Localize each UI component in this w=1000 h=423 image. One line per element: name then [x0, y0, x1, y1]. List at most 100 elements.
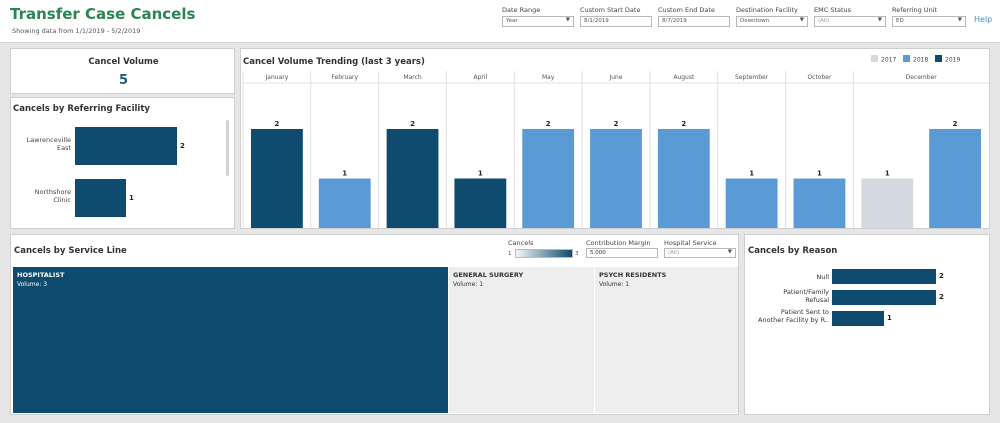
filter-value: ED — [896, 18, 904, 24]
legend-label-2019: 2019 — [945, 57, 960, 64]
reason-title: Cancels by Reason — [748, 246, 838, 256]
page-title: Transfer Case Cancels — [10, 5, 196, 23]
treemap-cell-general-surgery[interactable]: GENERAL SURGERY Volume: 1 — [449, 267, 594, 413]
trend-bar-value: 1 — [885, 170, 890, 178]
service-line-panel: Cancels by Service Line Cancels 1 3 Cont… — [10, 234, 739, 415]
referring-facility-label: Lawrenceville East — [26, 136, 71, 152]
legend-swatch-2017 — [871, 55, 878, 62]
reason-label: Null — [816, 273, 829, 281]
kpi-title: Cancel Volume — [88, 57, 159, 67]
chevron-down-icon: ▼ — [957, 17, 962, 23]
month-label: June — [608, 74, 622, 81]
filter-value: 8/7/2019 — [662, 18, 687, 24]
filter-date-range: Date Range Year ▼ — [502, 6, 574, 27]
trend-bar-value: 2 — [681, 120, 686, 128]
filter-label: Destination Facility — [736, 6, 798, 14]
chevron-down-icon: ▼ — [727, 249, 732, 255]
hospital-service-value: (All) — [668, 250, 680, 256]
treemap-cell-name: HOSPITALIST — [17, 271, 65, 279]
reason-label: Patient Sent to Another Facility by R.. — [758, 308, 829, 324]
contribution-margin-input[interactable]: 5,000 — [586, 248, 658, 258]
reason-bar[interactable] — [832, 290, 936, 305]
hospital-service-select[interactable]: (All) ▼ — [664, 248, 736, 258]
dashboard-header: Transfer Case Cancels Showing data from … — [0, 0, 1000, 43]
trend-bar[interactable] — [861, 178, 914, 229]
month-label: October — [807, 74, 832, 81]
emc-status-select[interactable]: (All) ▼ — [814, 16, 886, 27]
referring-facility-bar[interactable] — [75, 179, 126, 217]
date-range-select[interactable]: Year ▼ — [502, 16, 574, 27]
trend-bar[interactable] — [590, 129, 642, 228]
month-label: March — [403, 74, 421, 81]
chevron-down-icon: ▼ — [565, 17, 570, 23]
end-date-input[interactable]: 8/7/2019 — [658, 16, 730, 27]
treemap-cell-name: GENERAL SURGERY — [453, 271, 524, 279]
service-line-title: Cancels by Service Line — [14, 246, 127, 256]
kpi-value: 5 — [118, 73, 129, 88]
reason-value: 2 — [939, 293, 944, 301]
trend-bar-value: 2 — [546, 120, 551, 128]
trend-bar[interactable] — [929, 129, 981, 228]
trend-bar[interactable] — [454, 178, 507, 229]
filter-label: Custom Start Date — [580, 6, 641, 14]
filter-label: Custom End Date — [658, 6, 715, 14]
reason-label: Patient/Family Refusal — [783, 288, 829, 304]
trend-bar-value: 2 — [274, 120, 279, 128]
cancels-color-scale — [515, 249, 573, 258]
trend-bar[interactable] — [318, 178, 371, 229]
reason-value: 1 — [887, 314, 892, 322]
destination-facility-select[interactable]: Downtown ▼ — [736, 16, 808, 27]
treemap-cell-name: PSYCH RESIDENTS — [599, 271, 667, 279]
chevron-down-icon: ▼ — [799, 17, 804, 23]
cancels-legend-max: 3 — [575, 251, 579, 257]
treemap-cell-volume: Volume: 1 — [599, 281, 630, 288]
trend-bar[interactable] — [793, 178, 846, 229]
month-label: December — [906, 74, 938, 81]
referring-facility-panel: Cancels by Referring Facility Lawrencevi… — [10, 97, 235, 229]
month-label: May — [542, 74, 555, 81]
month-label: January — [265, 74, 289, 81]
treemap-cell-psych-residents[interactable]: PSYCH RESIDENTS Volume: 1 — [595, 267, 738, 413]
filter-value: (All) — [818, 18, 830, 24]
cancel-trend-chart: Cancel Volume Trending (last 3 years) 201… — [242, 55, 989, 229]
month-label: September — [735, 74, 769, 81]
filter-referring-unit: Referring Unit ED ▼ — [892, 6, 966, 27]
trend-bar[interactable] — [725, 178, 778, 229]
scrollbar[interactable] — [226, 120, 229, 176]
legend-swatch-2018 — [903, 55, 910, 62]
trend-bar-value: 1 — [749, 170, 754, 178]
cancels-legend-min: 1 — [508, 251, 512, 257]
reason-panel: Cancels by Reason Null 2 Patient/Family … — [744, 234, 990, 415]
treemap-cell-hospitalist[interactable]: HOSPITALIST Volume: 3 — [13, 267, 448, 413]
cancel-trend-panel: Cancel Volume Trending (last 3 years) 201… — [240, 48, 990, 229]
legend-swatch-2019 — [935, 55, 942, 62]
trend-bar[interactable] — [386, 129, 439, 228]
help-link[interactable]: Help — [974, 15, 993, 24]
filter-label: Referring Unit — [892, 6, 938, 14]
referring-facility-bar[interactable] — [75, 127, 177, 165]
contribution-margin-value: 5,000 — [590, 250, 606, 256]
referring-facility-title: Cancels by Referring Facility — [13, 104, 150, 114]
filter-label: Date Range — [502, 6, 541, 14]
filter-start-date: Custom Start Date 8/1/2019 — [580, 6, 652, 27]
filter-value: Year — [506, 18, 518, 24]
trend-bar-value: 1 — [817, 170, 822, 178]
date-range-subtitle: Showing data from 1/1/2019 - 5/2/2019 — [12, 27, 141, 35]
contribution-margin-label: Contribution Margin — [586, 239, 651, 247]
referring-facility-label: Northshore Clinic — [34, 188, 71, 204]
treemap-cell-volume: Volume: 3 — [17, 281, 48, 288]
trend-title: Cancel Volume Trending (last 3 years) — [243, 57, 425, 67]
referring-unit-select[interactable]: ED ▼ — [892, 16, 966, 27]
reason-bar[interactable] — [832, 311, 884, 326]
filter-destination-facility: Destination Facility Downtown ▼ — [736, 6, 808, 27]
chevron-down-icon: ▼ — [877, 17, 882, 23]
reason-value: 2 — [939, 272, 944, 280]
trend-bar[interactable] — [657, 129, 710, 228]
trend-bar[interactable] — [522, 129, 575, 228]
referring-facility-value: 2 — [180, 142, 185, 150]
filter-emc-status: EMC Status (All) ▼ — [814, 6, 886, 27]
trend-bar[interactable] — [251, 129, 303, 228]
reason-bar[interactable] — [832, 269, 936, 284]
start-date-input[interactable]: 8/1/2019 — [580, 16, 652, 27]
trend-bar-value: 2 — [614, 120, 619, 128]
